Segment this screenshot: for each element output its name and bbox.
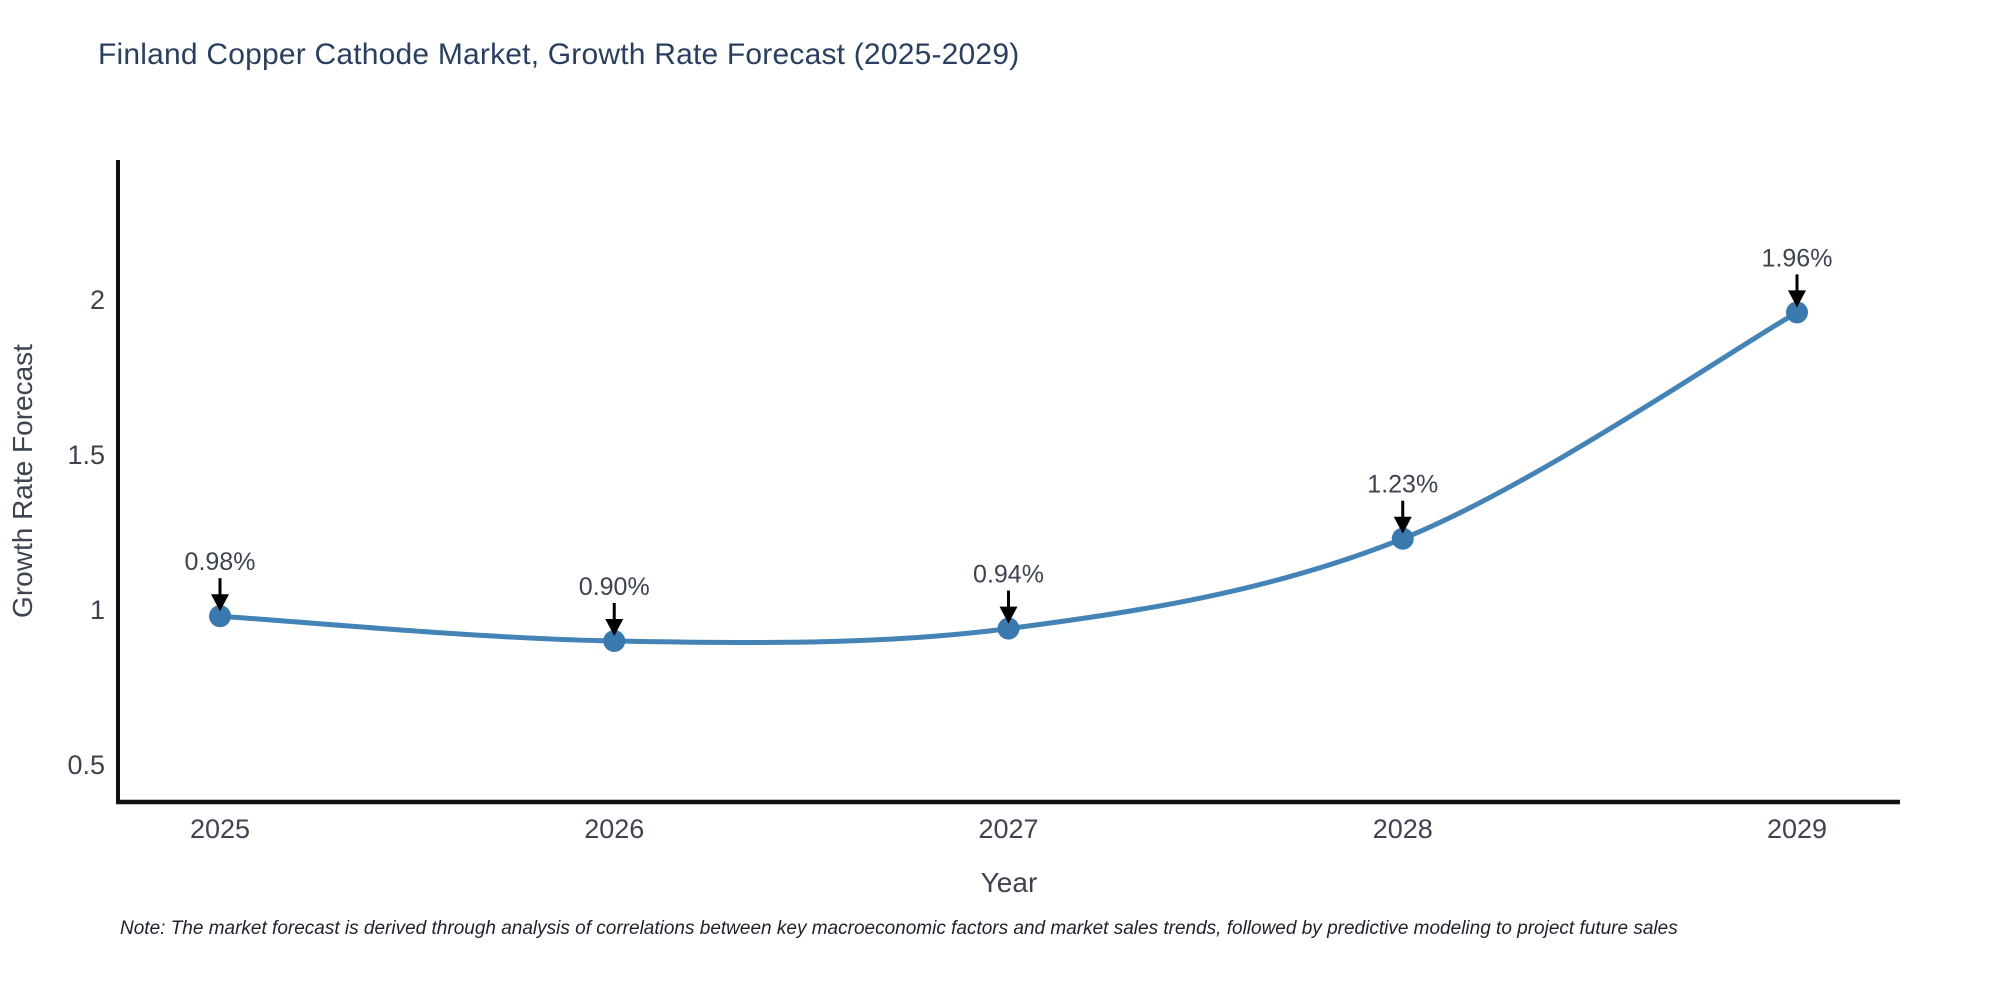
- data-point-marker: [603, 630, 626, 652]
- annotation-arrowhead-icon: [1393, 516, 1412, 534]
- chart-title: Finland Copper Cathode Market, Growth Ra…: [98, 38, 1020, 71]
- x-tick-label: 2027: [978, 814, 1038, 844]
- x-tick-label: 2028: [1373, 814, 1433, 844]
- data-point-label: 0.94%: [973, 561, 1044, 589]
- y-tick-label: 1: [90, 595, 105, 625]
- x-tick-label: 2025: [190, 814, 250, 844]
- y-axis-title: Growth Rate Forecast: [7, 344, 38, 618]
- data-point-marker: [1786, 301, 1808, 324]
- y-tick-label: 0.5: [67, 750, 105, 780]
- data-point-label: 0.98%: [185, 548, 256, 576]
- data-point-marker: [1391, 527, 1414, 550]
- annotation-arrowhead-icon: [605, 619, 624, 636]
- x-tick-label: 2026: [584, 814, 644, 844]
- data-point-label: 0.90%: [579, 573, 650, 601]
- annotation-arrowhead-icon: [1788, 290, 1806, 308]
- x-tick-label: 2029: [1767, 814, 1827, 844]
- data-point-label: 1.23%: [1367, 471, 1438, 499]
- footnote: Note: The market forecast is derived thr…: [120, 918, 1678, 939]
- data-point-marker: [209, 605, 231, 628]
- annotation-arrowhead-icon: [999, 606, 1018, 624]
- data-point-marker: [997, 617, 1020, 640]
- x-axis-title: Year: [981, 867, 1038, 898]
- data-point-label: 1.96%: [1762, 244, 1833, 272]
- y-tick-label: 1.5: [67, 440, 105, 470]
- y-tick-label: 2: [90, 285, 105, 315]
- annotation-arrowhead-icon: [211, 594, 229, 612]
